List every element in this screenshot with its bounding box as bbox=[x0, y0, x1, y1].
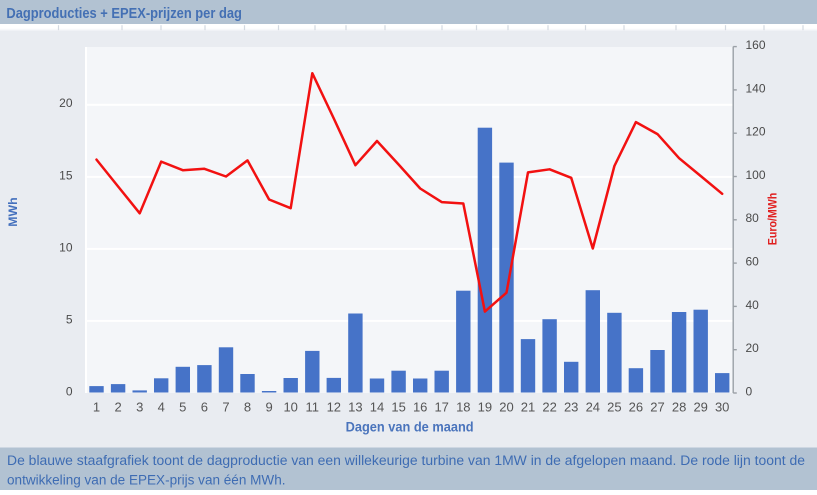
svg-text:100: 100 bbox=[746, 168, 766, 182]
svg-text:16: 16 bbox=[413, 399, 427, 414]
svg-text:Euro/MWh: Euro/MWh bbox=[768, 193, 780, 246]
svg-text:De blauwe staafgrafiek toont d: De blauwe staafgrafiek toont de dagprodu… bbox=[7, 453, 805, 468]
svg-text:15: 15 bbox=[59, 168, 73, 182]
svg-text:11: 11 bbox=[306, 399, 320, 414]
svg-text:21: 21 bbox=[521, 399, 535, 414]
svg-text:25: 25 bbox=[607, 399, 621, 414]
svg-text:8: 8 bbox=[244, 399, 251, 414]
svg-text:60: 60 bbox=[746, 255, 760, 269]
svg-text:ontwikkeling van de EPEX-prijs: ontwikkeling van de EPEX-prijs van één M… bbox=[7, 472, 286, 487]
svg-text:24: 24 bbox=[586, 399, 600, 414]
svg-text:10: 10 bbox=[59, 240, 73, 254]
svg-text:3: 3 bbox=[136, 399, 143, 414]
svg-text:Dagproducties + EPEX-prijzen p: Dagproducties + EPEX-prijzen per dag bbox=[6, 5, 242, 22]
svg-text:20: 20 bbox=[59, 96, 73, 110]
svg-text:140: 140 bbox=[746, 81, 766, 95]
svg-text:1: 1 bbox=[93, 399, 100, 414]
svg-text:19: 19 bbox=[478, 399, 492, 414]
svg-text:Dagen van de maand: Dagen van de maand bbox=[346, 418, 474, 434]
svg-text:0: 0 bbox=[66, 384, 73, 398]
svg-text:27: 27 bbox=[650, 399, 664, 414]
svg-text:30: 30 bbox=[715, 399, 729, 414]
svg-text:2: 2 bbox=[114, 399, 121, 414]
svg-text:23: 23 bbox=[564, 399, 578, 414]
svg-text:6: 6 bbox=[201, 399, 208, 414]
svg-text:7: 7 bbox=[222, 399, 229, 414]
svg-text:26: 26 bbox=[629, 399, 643, 414]
svg-text:5: 5 bbox=[179, 399, 186, 414]
svg-text:40: 40 bbox=[746, 298, 760, 312]
svg-text:10: 10 bbox=[283, 399, 297, 414]
svg-text:9: 9 bbox=[265, 399, 272, 414]
svg-text:14: 14 bbox=[370, 399, 384, 414]
svg-text:20: 20 bbox=[499, 399, 513, 414]
svg-text:22: 22 bbox=[542, 399, 556, 414]
svg-text:17: 17 bbox=[434, 399, 448, 414]
svg-text:0: 0 bbox=[746, 384, 753, 398]
svg-text:160: 160 bbox=[746, 38, 766, 52]
svg-text:28: 28 bbox=[672, 399, 686, 414]
svg-text:20: 20 bbox=[746, 341, 760, 355]
svg-text:12: 12 bbox=[327, 399, 341, 414]
svg-text:MWh: MWh bbox=[6, 197, 20, 226]
svg-text:13: 13 bbox=[348, 399, 362, 414]
svg-text:29: 29 bbox=[693, 399, 707, 414]
svg-text:120: 120 bbox=[746, 125, 766, 139]
svg-text:15: 15 bbox=[391, 399, 405, 414]
svg-text:4: 4 bbox=[158, 399, 165, 414]
svg-text:80: 80 bbox=[746, 211, 760, 225]
svg-text:5: 5 bbox=[66, 312, 73, 326]
svg-text:18: 18 bbox=[456, 399, 470, 414]
